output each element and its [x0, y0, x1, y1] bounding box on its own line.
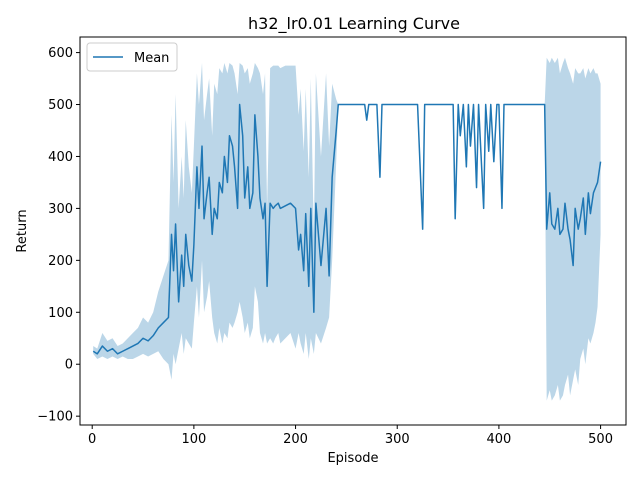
band-layer	[93, 57, 601, 401]
y-tick-label: 0	[65, 358, 73, 373]
legend-box	[86, 42, 178, 72]
x-ticks: 0 100 200 300 400 500	[88, 425, 613, 447]
series-line-0	[92, 103, 602, 355]
x-tick-label: 500	[588, 432, 613, 447]
x-tick-label: 200	[283, 432, 308, 447]
line-layer	[92, 103, 602, 355]
x-tick-label: 100	[181, 432, 206, 447]
plot-area: 0 100 200 300 400 500 −100 0 100 200 300 400 500 600	[37, 36, 627, 447]
series-band-0	[93, 57, 601, 401]
y-axis-label: Return	[15, 209, 30, 252]
y-tick-label: 400	[48, 150, 73, 165]
y-tick-label: 200	[48, 254, 73, 269]
y-tick-label: 500	[48, 98, 73, 113]
y-tick-label: 300	[48, 202, 73, 217]
x-tick-label: 0	[88, 432, 96, 447]
legend: Mean	[86, 42, 178, 72]
x-tick-label: 400	[486, 432, 511, 447]
x-axis-label: Episode	[327, 451, 378, 466]
y-tick-label: 100	[48, 306, 73, 321]
y-tick-label: 600	[48, 46, 73, 61]
x-tick-label: 300	[385, 432, 410, 447]
legend-label-mean: Mean	[134, 51, 169, 66]
chart-title: h32_lr0.01 Learning Curve	[248, 14, 460, 34]
y-tick-label: −100	[37, 410, 73, 425]
axes-frame	[79, 36, 627, 426]
y-ticks: −100 0 100 200 300 400 500 600	[37, 46, 80, 425]
